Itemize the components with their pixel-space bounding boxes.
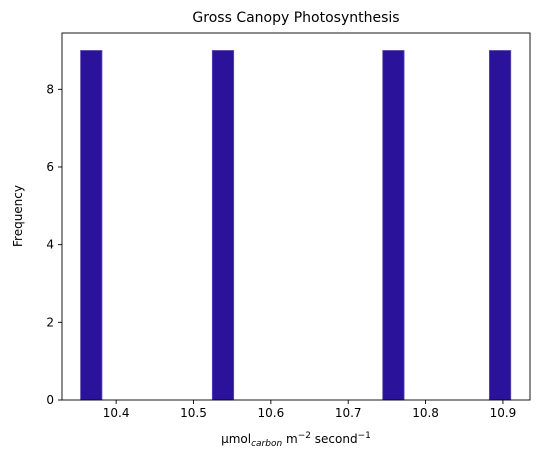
histogram-bar-2: [211, 50, 235, 401]
x-axis: 10.4 10.5 10.6 10.7 10.8 10.9: [103, 400, 516, 420]
y-tick-label: 4: [46, 238, 54, 252]
x-tick-label: 10.8: [412, 406, 439, 420]
plot-frame: [61, 32, 531, 401]
y-tick-label: 0: [46, 393, 54, 407]
x-tick-label: 10.6: [258, 406, 285, 420]
x-label-subscript: carbon: [251, 439, 282, 449]
histogram-bar-4: [488, 50, 512, 401]
histogram-bar-1: [80, 50, 103, 401]
x-axis-label: μmolcarbon m−2 second−1: [221, 431, 371, 449]
x-label-mid: m: [282, 432, 298, 446]
y-tick-label: 8: [46, 82, 54, 96]
x-tick-label: 10.4: [103, 406, 130, 420]
histogram-bar-3: [382, 50, 405, 401]
x-label-superscript-1: −2: [298, 431, 311, 441]
chart-title: Gross Canopy Photosynthesis: [192, 10, 399, 26]
x-label-prefix: μmol: [221, 432, 251, 446]
x-tick-label: 10.5: [180, 406, 207, 420]
bars-group: [80, 50, 512, 401]
y-tick-label: 2: [46, 315, 54, 329]
x-tick-label: 10.9: [490, 406, 517, 420]
x-tick-label: 10.7: [335, 406, 362, 420]
y-axis-label: Frequency: [11, 185, 25, 247]
x-label-mid-2: second: [311, 432, 358, 446]
x-label-superscript-2: −1: [358, 431, 371, 441]
y-tick-label: 6: [46, 160, 54, 174]
y-axis: 0 2 4 6 8: [46, 82, 62, 407]
